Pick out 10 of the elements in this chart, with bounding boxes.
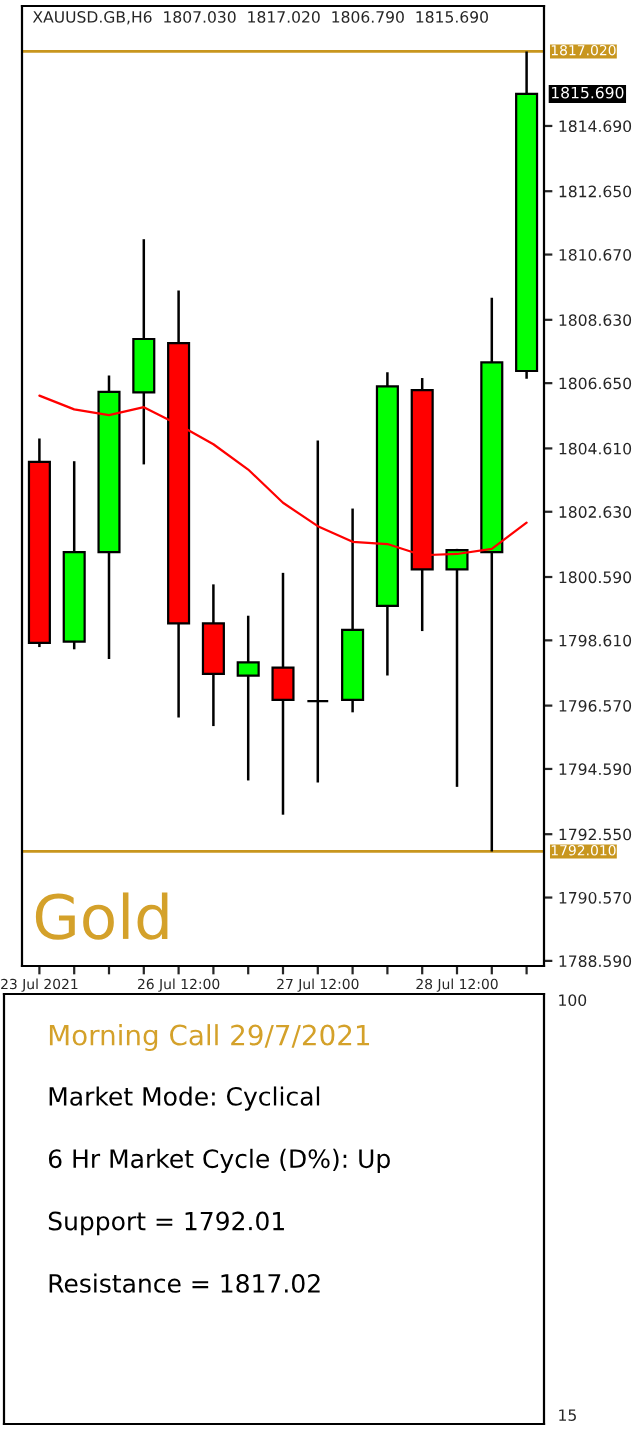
candlestick (236, 614, 260, 782)
text: Morning Call 29/7/2021 (49, 1024, 370, 1051)
text: 6 Hr Market Cycle (D%): Up (48, 1148, 390, 1173)
text: Market Mode: Cyclical (49, 1086, 320, 1111)
candlestick (271, 571, 295, 816)
annotation: Gold (35, 892, 168, 940)
candlestick (306, 439, 330, 784)
text: Support = 1792.01 (48, 1211, 284, 1236)
candlestick (445, 547, 469, 789)
text: Resistance = 1817.02 (49, 1273, 320, 1293)
